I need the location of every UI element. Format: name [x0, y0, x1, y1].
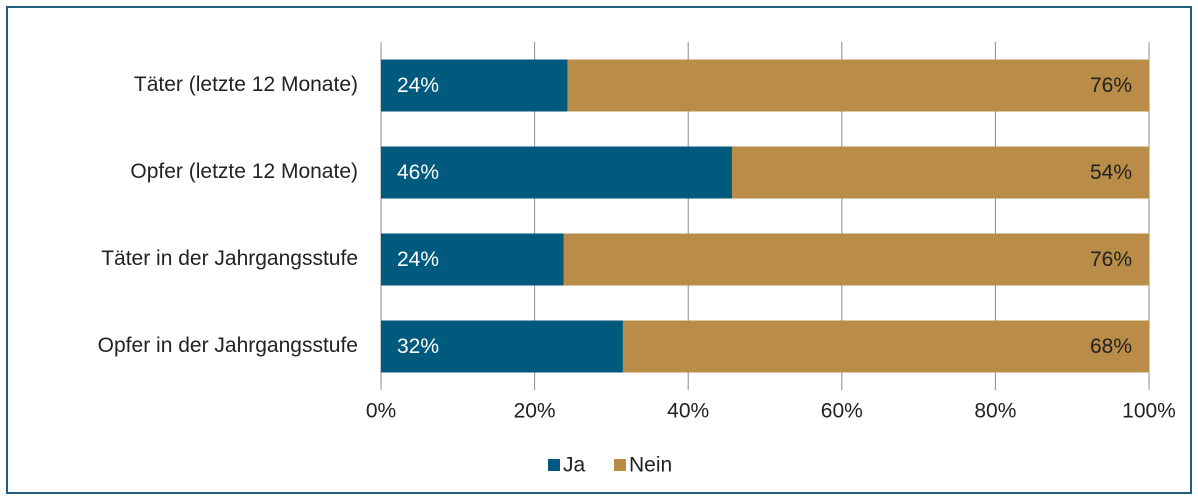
data-label: 54%: [1090, 161, 1132, 184]
x-tick-label: 100%: [1122, 400, 1176, 423]
x-tick-label: 60%: [821, 400, 863, 423]
data-label: 76%: [1090, 248, 1132, 271]
y-tick-label: Opfer in der Jahrgangsstufe: [98, 334, 358, 357]
bar-segment: [563, 233, 1149, 286]
legend-swatch: [614, 459, 626, 471]
frame: [6, 6, 1192, 494]
x-tick-label: 0%: [366, 400, 396, 423]
data-label: 24%: [397, 74, 439, 97]
y-tick-label: Opfer (letzte 12 Monate): [130, 160, 358, 183]
data-label: 32%: [397, 335, 439, 358]
x-tick-label: 40%: [667, 400, 709, 423]
y-tick-label: Täter (letzte 12 Monate): [134, 73, 358, 96]
x-tick-label: 20%: [514, 400, 556, 423]
bar-segment: [381, 233, 564, 286]
data-label: 46%: [397, 161, 439, 184]
data-label: 24%: [397, 248, 439, 271]
bar-segment: [622, 320, 1149, 373]
legend-swatch: [548, 459, 560, 471]
bar-segment: [381, 320, 623, 373]
y-tick-label: Täter in der Jahrgangsstufe: [101, 247, 358, 270]
bar-segment: [381, 59, 568, 112]
data-label: 76%: [1090, 74, 1132, 97]
data-label: 68%: [1090, 335, 1132, 358]
bar-segment: [567, 59, 1149, 112]
bar-segment: [381, 146, 732, 199]
legend-label: Nein: [629, 454, 672, 477]
x-tick-label: 80%: [974, 400, 1016, 423]
legend-label: Ja: [563, 454, 586, 477]
bar-segment: [731, 146, 1149, 199]
